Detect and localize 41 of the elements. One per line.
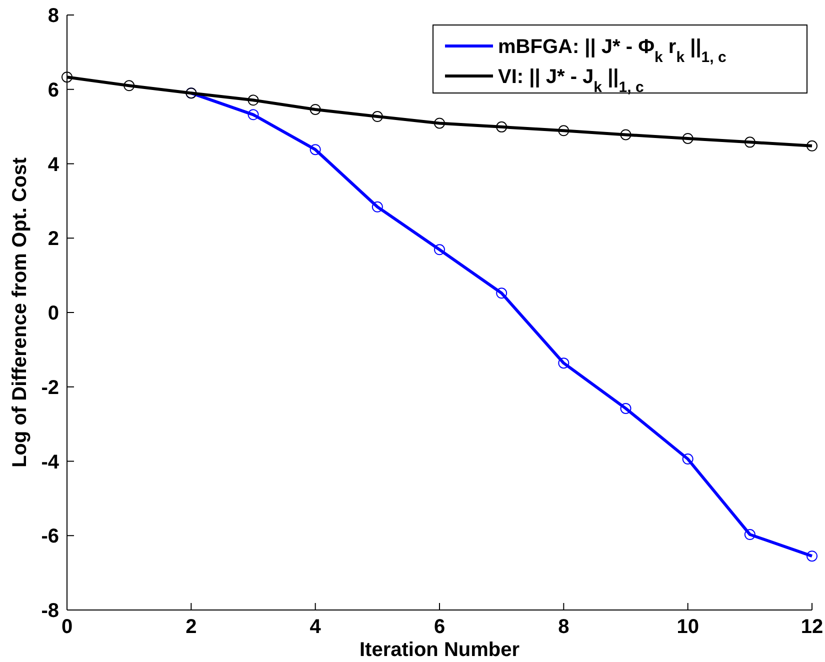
y-tick-label: 2 <box>48 228 59 250</box>
x-tick-label: 8 <box>558 616 570 638</box>
y-tick-label: 8 <box>48 5 59 27</box>
y-tick-label: 0 <box>48 302 59 324</box>
point <box>620 402 632 414</box>
point <box>682 132 694 144</box>
point <box>496 121 508 132</box>
point <box>434 244 445 256</box>
y-tick-label: -4 <box>41 451 60 474</box>
y-tick-label: -2 <box>41 376 59 399</box>
legend-label: mBFGA: || J* - Φ$_{k}$ r$_{k}$ ||$_{1, c}$ <box>498 36 726 66</box>
point <box>744 529 756 540</box>
x-axis-title: Iteration Number <box>359 639 520 661</box>
y-tick-label: -8 <box>41 600 59 622</box>
point <box>372 201 383 212</box>
point <box>806 550 818 562</box>
x-tick-label: 2 <box>186 616 197 638</box>
point <box>620 129 632 140</box>
point <box>310 104 321 115</box>
legend-label: VI: || J* - J$_{k}$ ||$_{1, c}$ <box>498 66 644 96</box>
y-tick-label: 6 <box>48 79 59 102</box>
y-tick-label: -6 <box>41 526 59 548</box>
point <box>682 454 694 465</box>
y-axis-title: Log of Difference from Opt. Cost <box>9 157 31 468</box>
point <box>124 80 135 92</box>
point <box>62 72 72 83</box>
point <box>558 358 570 369</box>
x-tick-label: 10 <box>676 616 699 638</box>
point <box>558 125 570 136</box>
point <box>806 140 818 152</box>
point <box>310 144 321 156</box>
x-tick-label: 12 <box>800 616 824 638</box>
y-tick-label: 4 <box>48 154 60 176</box>
point <box>434 118 445 129</box>
point <box>496 288 508 299</box>
x-tick-label: 4 <box>310 616 322 638</box>
point <box>248 94 259 106</box>
point <box>744 136 756 148</box>
point <box>372 111 383 122</box>
x-tick-label: 6 <box>434 616 446 638</box>
point <box>248 109 259 120</box>
